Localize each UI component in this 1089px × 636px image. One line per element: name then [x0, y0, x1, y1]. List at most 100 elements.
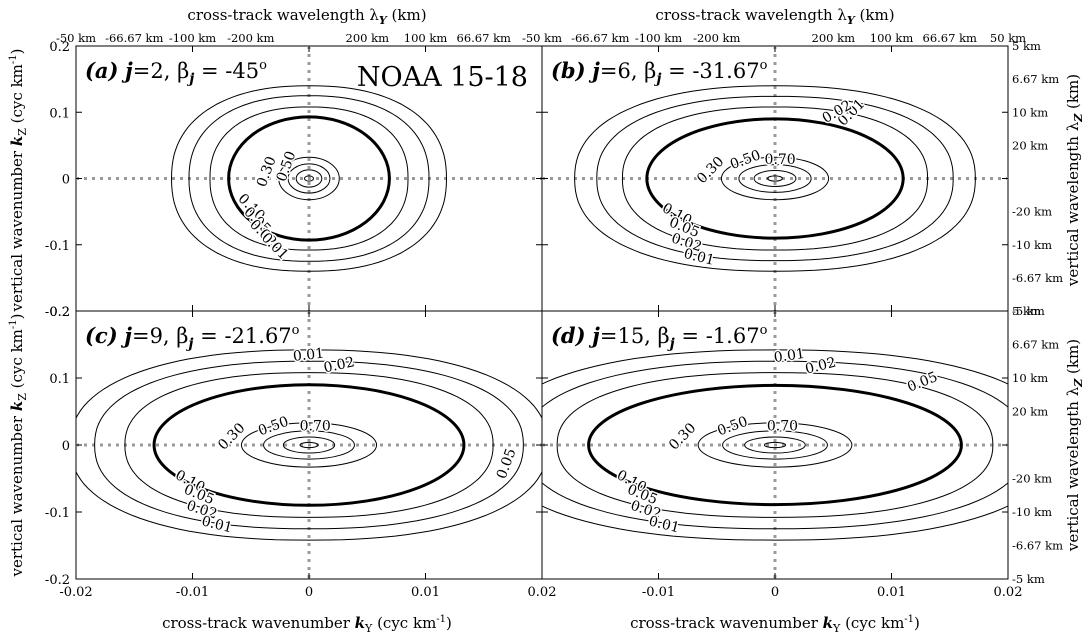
- contour-outer-2: [542, 360, 1008, 530]
- contour-label: 0.05: [494, 446, 520, 481]
- top-tick-label: 66.67 km: [457, 31, 512, 45]
- contour-outer-1: [209, 106, 409, 251]
- right-tick-label: 20 km: [1012, 405, 1048, 419]
- contour-peak: [763, 441, 787, 449]
- right-tick-label: -5 km: [1012, 572, 1045, 586]
- top-tick-label: -100 km: [635, 31, 682, 45]
- right-tick-label: -6.67 km: [1012, 271, 1063, 285]
- right-tick-label: -20 km: [1012, 472, 1052, 486]
- top-tick-label: -50 km: [56, 31, 96, 45]
- right-tick-label: -20 km: [1012, 205, 1052, 219]
- top-tick-label: -66.67 km: [571, 31, 629, 45]
- right-tick-label: 10 km: [1012, 371, 1048, 385]
- right-tick-label: -5 km: [1012, 304, 1045, 318]
- contour-label: 0.70: [765, 152, 796, 168]
- panel-d: 0.30 0.50 0.700.100.050.020.010.010.020.05…: [541, 304, 1063, 600]
- top-xlabel-right: cross-track wavelength λY (km): [655, 6, 894, 27]
- right-tick-label: -10 km: [1012, 238, 1052, 252]
- contour-outer-3: [574, 85, 976, 272]
- contour-outer-2: [188, 95, 430, 262]
- contour-label: 0.05: [905, 369, 940, 396]
- contour-inner-2: [287, 163, 331, 194]
- contour-label: 0.50: [715, 414, 750, 440]
- contours: [542, 349, 1008, 541]
- contour-inner-2: [263, 430, 355, 460]
- contour-bold-0.10: [645, 117, 905, 240]
- y-tick-label: 0.1: [49, 372, 70, 387]
- figure-label: NOAA 15-18: [357, 62, 528, 93]
- top-tick-label: -200 km: [693, 31, 740, 45]
- x-tick-label: 0.02: [528, 585, 557, 600]
- y-tick-label: 0.1: [49, 106, 70, 121]
- right-tick-label: 5 km: [1012, 39, 1041, 53]
- y-tick-label: -0.2: [45, 305, 70, 320]
- contour-label: 0.01: [773, 346, 806, 366]
- top-tick-label: 100 km: [404, 31, 448, 45]
- panel-title: (b) j=6, βj = -31.67o: [551, 58, 768, 87]
- right-tick-label: -6.67 km: [1012, 539, 1063, 553]
- x-tick-label: 0.01: [877, 585, 906, 600]
- contour-inner-3: [282, 436, 336, 454]
- contour-outer-3: [76, 349, 542, 541]
- left-ylabel-top: vertical wavenumber kZ (cyc km-1): [8, 48, 29, 312]
- top-tick-label: 200 km: [346, 31, 390, 45]
- y-tick-label: -0.1: [45, 506, 70, 521]
- contour-outer-1: [621, 106, 929, 251]
- y-tick-label: -0.1: [45, 239, 70, 254]
- contour-peak: [304, 175, 314, 182]
- y-tick-label: 0.2: [49, 40, 70, 55]
- contour-label: 0.01: [258, 230, 291, 263]
- contour-outer-2: [596, 95, 954, 262]
- x-tick-label: 0: [305, 585, 313, 600]
- contour-inner-2: [722, 430, 828, 460]
- panel-c: 0.30 0.50 0.700.100.050.020.010.010.020.05…: [45, 305, 557, 600]
- right-tick-label: -10 km: [1012, 505, 1052, 519]
- right-tick-label: 10 km: [1012, 105, 1048, 119]
- bottom-xlabel-left: cross-track wavenumber kY (cyc km-1): [162, 614, 452, 635]
- contour-outer-3: [542, 349, 1008, 541]
- y-tick-label: 0: [62, 173, 70, 188]
- contours: [76, 349, 542, 541]
- contour-labels: 0.30 0.50 0.700.100.050.020.010.010.020.05: [612, 344, 941, 538]
- top-tick-label: 200 km: [812, 31, 856, 45]
- left-ylabel-bottom: vertical wavenumber kZ (cyc km-1): [8, 313, 29, 577]
- contour-inner-3: [295, 169, 323, 188]
- panel-title: (a) j=2, βj = -45o: [85, 58, 267, 87]
- panel-b: 0.30 0.50 0.700.100.050.020.010.010.02 (b) …: [522, 31, 1063, 318]
- contour-inner-3: [753, 170, 797, 187]
- contour-label: 0.01: [292, 346, 325, 365]
- contour-inner-1: [720, 156, 830, 201]
- contour-label: 0.50: [256, 414, 291, 440]
- contour-label: 0.01: [682, 246, 716, 269]
- y-tick-label: -0.2: [45, 573, 70, 588]
- contour-inner-1: [278, 156, 340, 201]
- contour-label: 0.01: [647, 513, 681, 536]
- top-tick-label: 50 km: [990, 31, 1026, 45]
- contour-outer-1: [124, 372, 494, 518]
- contour-label: 0.70: [300, 418, 331, 434]
- x-tick-label: -0.02: [59, 585, 92, 600]
- contours: [574, 85, 976, 272]
- right-ylabel-top: vertical wavelength λZ (km): [1064, 74, 1085, 287]
- top-tick-label: -200 km: [227, 31, 274, 45]
- top-tick-label: 66.67 km: [923, 31, 978, 45]
- x-tick-label: -0.01: [642, 585, 675, 600]
- top-tick-label: 100 km: [870, 31, 914, 45]
- contour-label: 0.30: [666, 420, 699, 453]
- contour-bold-0.10: [227, 115, 391, 242]
- contour-inner-1: [240, 422, 378, 468]
- top-tick-label: -100 km: [169, 31, 216, 45]
- contour-labels: 0.30 0.50 0.700.100.050.020.010.010.020.05: [171, 344, 521, 538]
- right-tick-label: 5 km: [1012, 304, 1041, 318]
- right-tick-label: 6.67 km: [1012, 338, 1059, 352]
- x-tick-label: 0: [771, 585, 779, 600]
- x-tick-label: -0.01: [176, 585, 209, 600]
- contour-peak: [767, 175, 783, 182]
- contour-inner-1: [697, 422, 853, 468]
- contour-bold-0.10: [152, 383, 466, 507]
- contour-labels: 0.300.500.100.050.020.01: [233, 148, 301, 265]
- bottom-xlabel-right: cross-track wavenumber kY (cyc km-1): [630, 614, 920, 635]
- right-tick-label: 20 km: [1012, 138, 1048, 152]
- contours: [170, 85, 448, 272]
